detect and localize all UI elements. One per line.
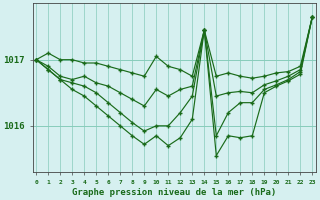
X-axis label: Graphe pression niveau de la mer (hPa): Graphe pression niveau de la mer (hPa) xyxy=(72,188,276,197)
